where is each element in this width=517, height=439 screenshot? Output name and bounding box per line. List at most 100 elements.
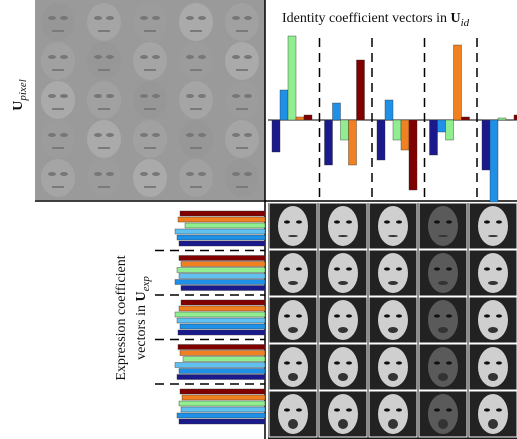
eye [60, 172, 68, 176]
eye [140, 133, 148, 137]
bar [177, 268, 265, 273]
eigenface [133, 159, 167, 197]
face [378, 253, 408, 293]
eye [186, 133, 194, 137]
eye [334, 220, 340, 223]
eye [232, 55, 240, 59]
eigenface [87, 3, 121, 41]
bar [182, 395, 265, 400]
eye [232, 133, 240, 137]
eye [296, 220, 302, 223]
face [478, 300, 508, 340]
eye [244, 172, 252, 176]
bar [179, 274, 265, 279]
bar [181, 300, 265, 305]
eye [296, 361, 302, 364]
mouth [338, 327, 348, 333]
eye [296, 267, 302, 270]
eye [296, 408, 302, 411]
eye [244, 133, 252, 137]
bar [357, 60, 365, 120]
eye [284, 408, 290, 411]
title-line: Expression coefficient [114, 255, 129, 380]
mouth [438, 327, 448, 333]
eigenface [179, 81, 213, 119]
figure: Upixel Identity coefficient vectors in U… [0, 0, 517, 439]
face [328, 300, 358, 340]
bar [180, 324, 265, 329]
bar [498, 118, 506, 120]
bar [409, 120, 417, 190]
eye [94, 55, 102, 59]
bar [179, 419, 265, 424]
eye [152, 94, 160, 98]
bar [385, 100, 393, 120]
eye [296, 314, 302, 317]
eye [152, 133, 160, 137]
eye [334, 314, 340, 317]
bar [177, 375, 265, 380]
eigenface [133, 120, 167, 158]
eye [434, 314, 440, 317]
eigenface [133, 3, 167, 41]
mouth [338, 235, 348, 237]
bar [446, 120, 454, 140]
eye [434, 361, 440, 364]
bar [462, 117, 470, 120]
bar [325, 120, 333, 165]
eye [106, 94, 114, 98]
eigenface [87, 42, 121, 80]
eye [94, 16, 102, 20]
eigenface [133, 42, 167, 80]
eye [484, 267, 490, 270]
eye [60, 55, 68, 59]
eye [496, 361, 502, 364]
mouth [488, 235, 498, 237]
mouth [488, 419, 498, 429]
mouth [388, 235, 398, 237]
eye [446, 220, 452, 223]
eye [106, 55, 114, 59]
mouth [438, 235, 448, 237]
eye [106, 172, 114, 176]
eye [186, 94, 194, 98]
eigenface [225, 42, 259, 80]
eye [48, 172, 56, 176]
eye [346, 220, 352, 223]
bar [175, 363, 265, 368]
eye [334, 361, 340, 364]
bar [180, 351, 265, 356]
eye [60, 133, 68, 137]
eye [384, 220, 390, 223]
eigenface [179, 3, 213, 41]
eigenface [41, 81, 75, 119]
face [428, 300, 458, 340]
bar [175, 229, 265, 234]
face [478, 253, 508, 293]
bar [185, 223, 265, 228]
face [328, 206, 358, 246]
pixel-label: Upixel [11, 79, 29, 111]
bar [272, 120, 280, 152]
eye [244, 16, 252, 20]
eye [384, 408, 390, 411]
mouth [388, 327, 398, 333]
bar [179, 306, 265, 311]
eye [284, 220, 290, 223]
mouth [288, 281, 298, 285]
bar [177, 413, 265, 418]
eye [384, 361, 390, 364]
mouth [438, 419, 448, 429]
eigenface [225, 81, 259, 119]
eye [384, 267, 390, 270]
mouth [388, 281, 398, 285]
bar [430, 120, 438, 155]
eye [232, 16, 240, 20]
eye [94, 172, 102, 176]
eye [284, 267, 290, 270]
face [278, 206, 308, 246]
eye [446, 267, 452, 270]
eye [48, 133, 56, 137]
mouth [438, 373, 448, 381]
eye [232, 94, 240, 98]
